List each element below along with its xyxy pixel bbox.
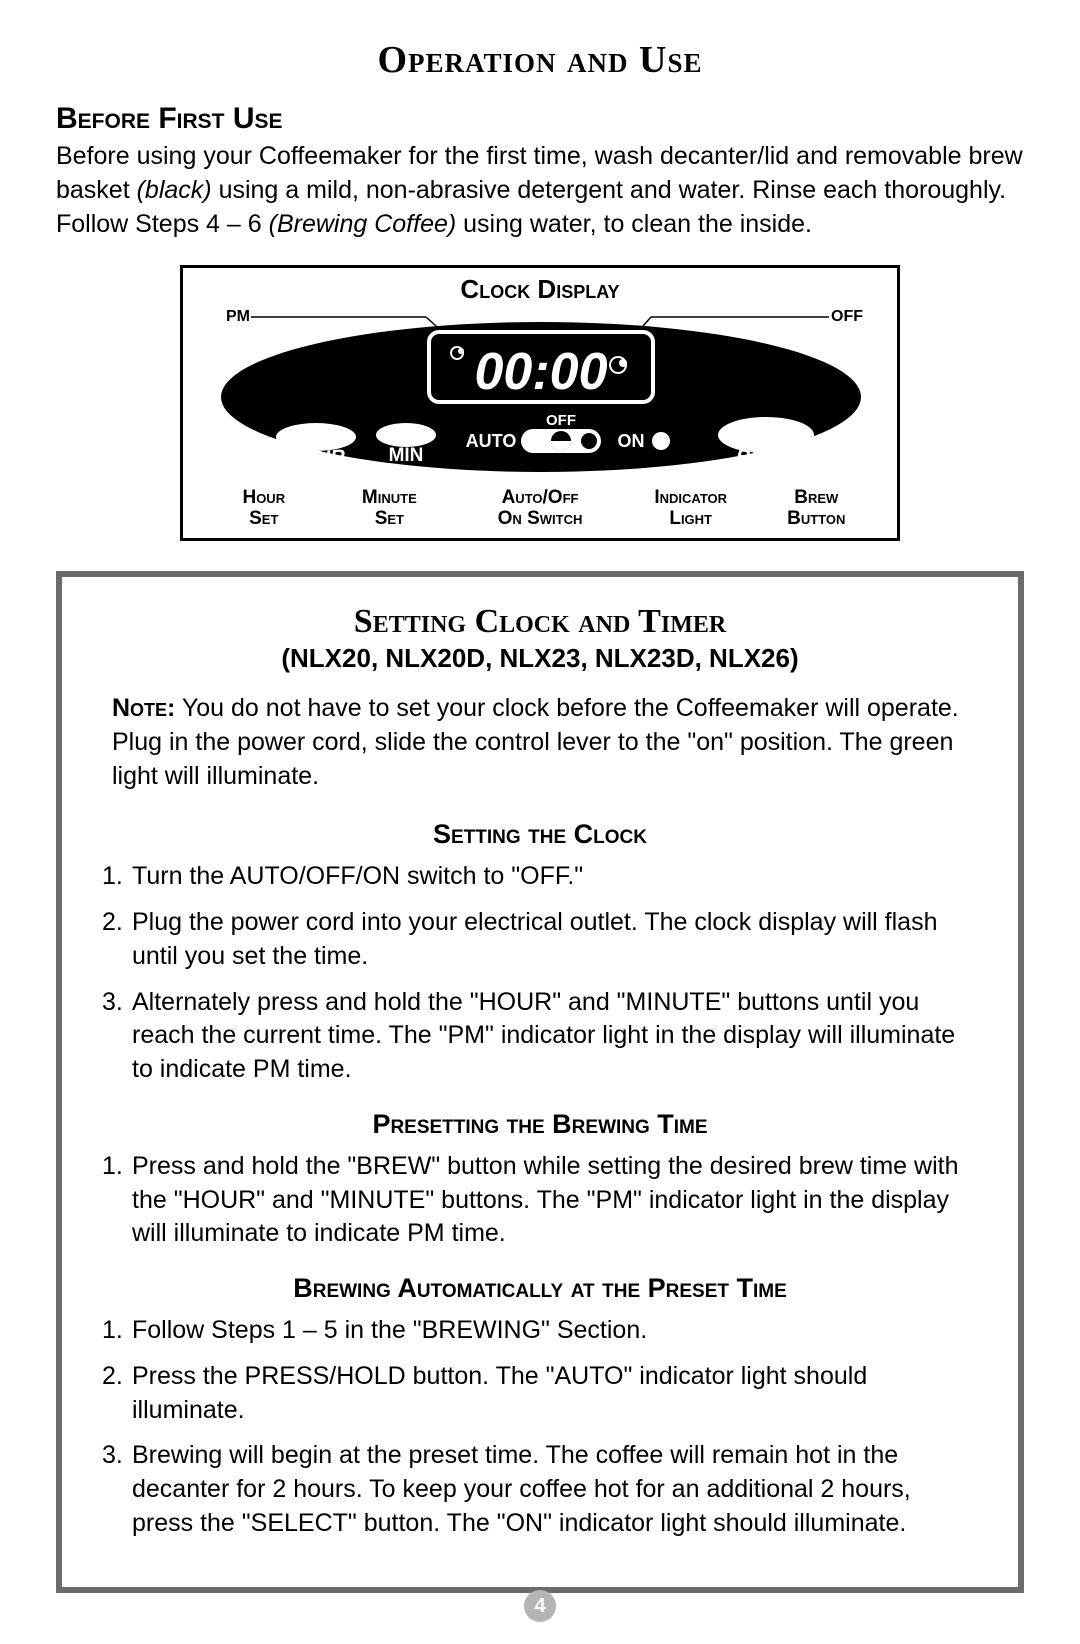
label-brew: BrewButton bbox=[753, 488, 879, 530]
auto-step: Brewing will begin at the preset time. T… bbox=[102, 1439, 978, 1540]
min-btn-label: MIN bbox=[389, 445, 424, 466]
note-paragraph: Note: You do not have to set your clock … bbox=[102, 692, 978, 793]
clock-step: Alternately press and hold the "HOUR" an… bbox=[102, 986, 978, 1087]
clock-display-svg: PM OFF 00:00 HOUR MIN AUTO bbox=[201, 307, 881, 482]
label-auto-off: Auto/OffOn Switch bbox=[452, 488, 628, 530]
clock-display-labels-row: HourSet MinuteSet Auto/OffOn Switch Indi… bbox=[201, 488, 879, 530]
models-list: (NLX20, NLX20D, NLX23, NLX23D, NLX26) bbox=[102, 643, 978, 674]
page-number: 4 bbox=[524, 1590, 556, 1622]
label-minute-set: MinuteSet bbox=[327, 488, 453, 530]
auto-label: AUTO bbox=[466, 431, 517, 451]
presetting-heading: Presetting the Brewing Time bbox=[102, 1109, 978, 1140]
label-indicator: IndicatorLight bbox=[628, 488, 754, 530]
auto-brewing-heading: Brewing Automatically at the Preset Time bbox=[102, 1273, 978, 1304]
setting-clock-steps: Turn the AUTO/OFF/ON switch to "OFF." Pl… bbox=[102, 860, 978, 1087]
setting-box-title: Setting Clock and Timer bbox=[102, 603, 978, 641]
bfu-ital-1: (black) bbox=[137, 176, 212, 204]
page-title: Operation and Use bbox=[56, 38, 1024, 82]
clock-step: Turn the AUTO/OFF/ON switch to "OFF." bbox=[102, 860, 978, 894]
clock-display-figure: Clock Display PM OFF 00:00 HOUR bbox=[180, 265, 900, 541]
note-label: Note: bbox=[112, 694, 175, 722]
auto-step: Press the PRESS/HOLD button. The "AUTO" … bbox=[102, 1360, 978, 1428]
pm-label: PM bbox=[226, 308, 250, 325]
label-hour-set: HourSet bbox=[201, 488, 327, 530]
bfu-ital-2: (Brewing Coffee) bbox=[269, 210, 457, 238]
off-label: OFF bbox=[831, 308, 863, 325]
setting-clock-timer-box: Setting Clock and Timer (NLX20, NLX20D, … bbox=[56, 571, 1024, 1593]
hour-btn-label: HOUR bbox=[285, 446, 346, 472]
presetting-steps: Press and hold the "BREW" button while s… bbox=[102, 1150, 978, 1251]
clock-display-title: Clock Display bbox=[201, 274, 879, 305]
auto-step: Follow Steps 1 – 5 in the "BREWING" Sect… bbox=[102, 1314, 978, 1348]
preset-step: Press and hold the "BREW" button while s… bbox=[102, 1150, 978, 1251]
before-first-use-heading: Before First Use bbox=[56, 102, 1024, 136]
brew-btn-label: BREW bbox=[735, 446, 800, 472]
before-first-use-paragraph: Before using your Coffeemaker for the fi… bbox=[56, 140, 1024, 241]
setting-clock-heading: Setting the Clock bbox=[102, 819, 978, 850]
note-text: You do not have to set your clock before… bbox=[112, 694, 959, 790]
switch-on-label: ON bbox=[618, 431, 645, 451]
bfu-text-3: using water, to clean the inside. bbox=[456, 210, 812, 238]
time-text: 00:00 bbox=[475, 343, 608, 401]
auto-brewing-steps: Follow Steps 1 – 5 in the "BREWING" Sect… bbox=[102, 1314, 978, 1541]
clock-step: Plug the power cord into your electrical… bbox=[102, 906, 978, 974]
switch-off-label: OFF bbox=[546, 412, 576, 429]
